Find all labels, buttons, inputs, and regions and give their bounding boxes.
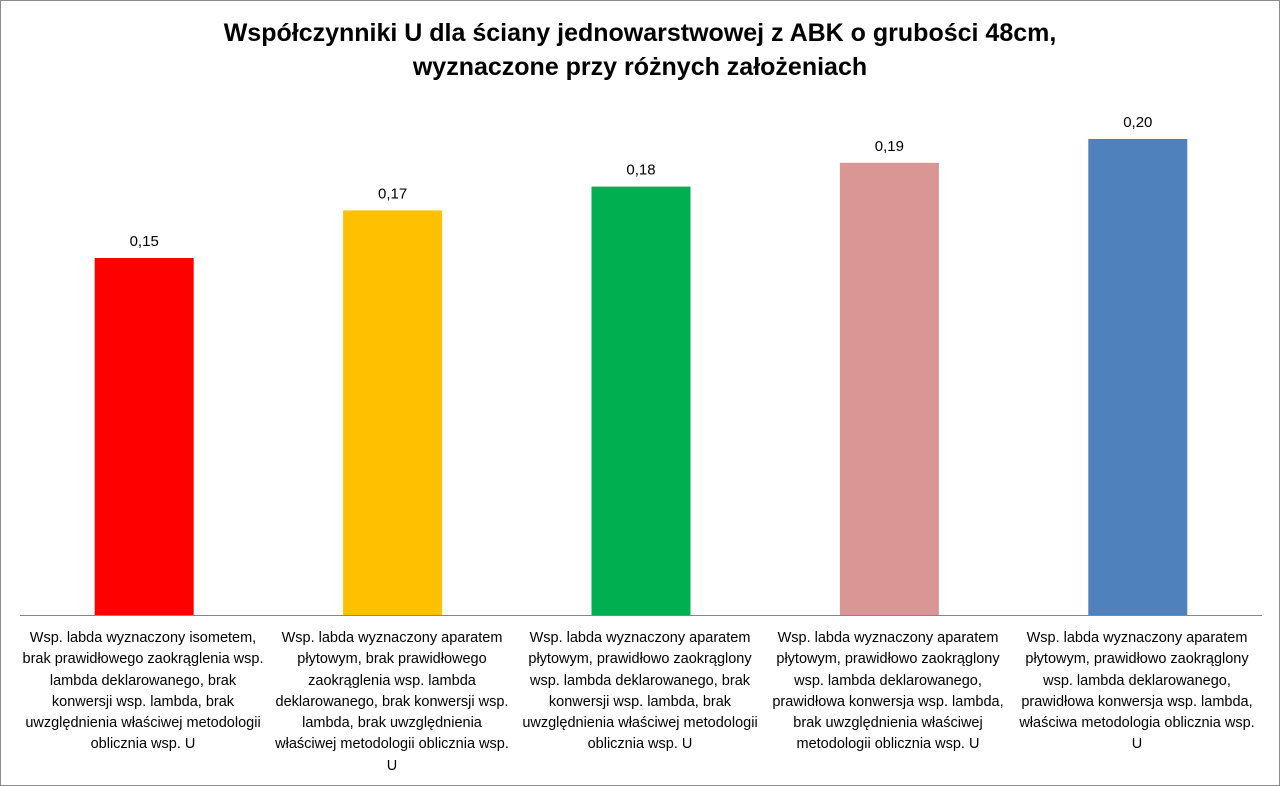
bar-5 [1088,139,1188,615]
bar-3-value-label: 0,18 [626,162,655,179]
category-label-2: Wsp. labda wyznaczony aparatem płytowym,… [275,630,509,774]
bar-5-value-label: 0,20 [1123,114,1152,131]
bar-1 [94,258,194,615]
category-label-1: Wsp. labda wyznaczony isometem, brak pra… [22,630,264,753]
bar-4-value-label: 0,19 [875,138,904,155]
bar-2 [343,210,443,615]
category-label-5: Wsp. labda wyznaczony aparatem płytowym,… [1019,630,1255,753]
chart-title-line-1: Współczynniki U dla ściany jednowarstwow… [223,19,1057,47]
bar-1-value-label: 0,15 [130,233,159,250]
chart-title-line-2: wyznaczone przy różnych założeniach [412,53,868,81]
chart-title: Współczynniki U dla ściany jednowarstwow… [0,16,1280,84]
bar-3 [591,186,691,615]
bar-4 [839,162,939,616]
bar-2-value-label: 0,17 [378,185,407,202]
category-label-3: Wsp. labda wyznaczony aparatem płytowym,… [522,630,758,753]
category-label-4: Wsp. labda wyznaczony aparatem płytowym,… [772,630,1004,753]
